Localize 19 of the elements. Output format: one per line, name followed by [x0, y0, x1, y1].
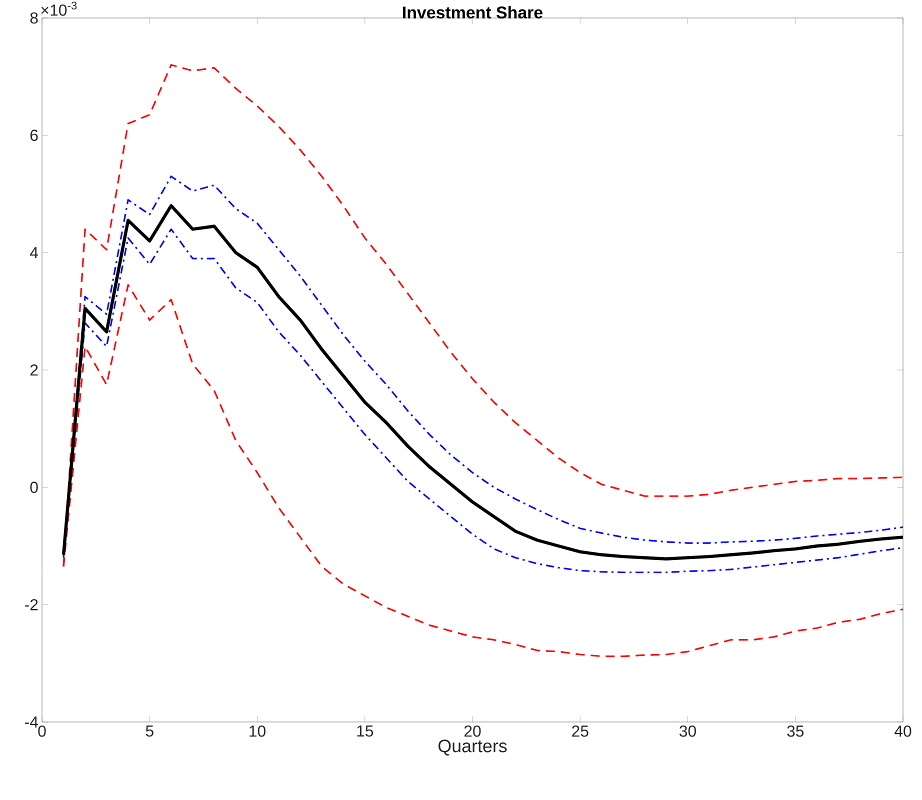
y-tick-label: -4 [25, 716, 38, 728]
x-tick-label: 40 [894, 726, 912, 737]
x-axis-title: Quarters [438, 740, 507, 756]
x-tick-label: 0 [38, 726, 46, 737]
y-tick-label: 2 [30, 364, 38, 376]
x-tick-label: 5 [146, 726, 154, 737]
x-tick-label: 35 [787, 726, 804, 737]
x-tick-label: 20 [464, 726, 481, 737]
x-tick-label: 25 [572, 726, 588, 737]
y-tick-label: 8 [30, 12, 38, 24]
y-tick-label: 0 [30, 482, 38, 493]
text: ×10$^{-3}$ [41, 2, 77, 16]
x-tick-label: 15 [357, 726, 374, 737]
x-tick-label: 30 [680, 726, 696, 737]
x-tick-label: 10 [250, 726, 266, 737]
y-tick-label: 6 [30, 130, 38, 141]
y-tick-label: 4 [30, 247, 38, 258]
y-tick-label: -2 [25, 599, 38, 610]
chart-title: Investment Share [403, 6, 543, 18]
